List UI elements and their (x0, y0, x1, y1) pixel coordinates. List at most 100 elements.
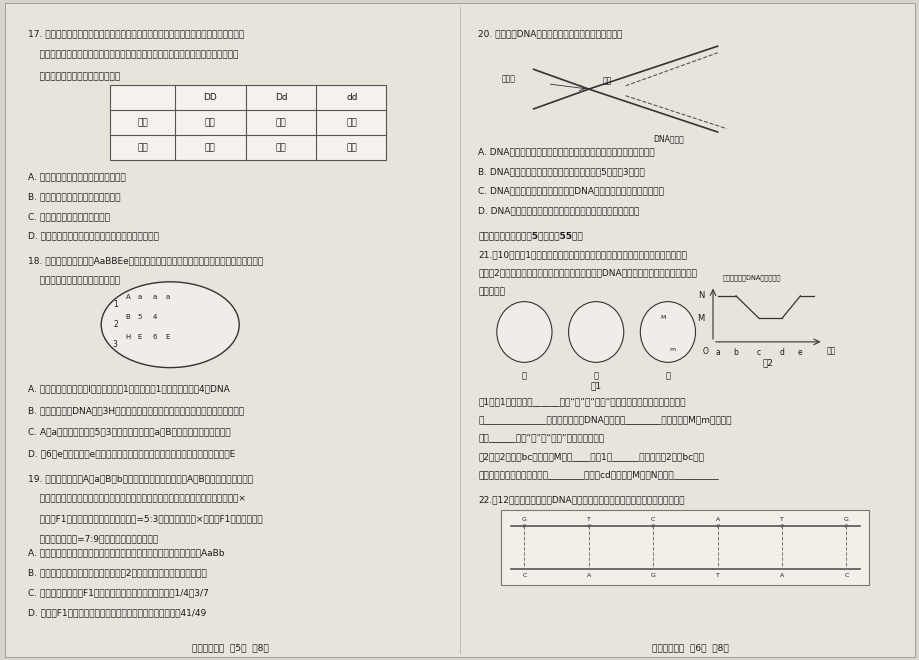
Text: d: d (778, 348, 784, 357)
Text: dd: dd (346, 93, 357, 102)
Text: M: M (697, 314, 704, 323)
Text: 红色: 红色 (346, 143, 357, 152)
Text: 乙: 乙 (593, 372, 598, 381)
Text: 下列问题：: 下列问题： (478, 287, 505, 296)
Text: D. 实验二F1中白色个体随机授粉，子代中白色个体的比例为41/49: D. 实验二F1中白色个体随机授粉，子代中白色个体的比例为41/49 (28, 608, 206, 617)
Text: N: N (698, 291, 703, 300)
Text: G: G (843, 517, 848, 522)
Text: C. DNA复制过程中需要解旋酶破坍DNA双链间的氢键，使两条链解开: C. DNA复制过程中需要解旋酶破坍DNA双链间的氢键，使两条链解开 (478, 187, 664, 196)
Text: b: b (732, 348, 738, 357)
Text: E: E (138, 334, 142, 340)
Ellipse shape (640, 302, 695, 362)
Text: T: T (715, 573, 719, 578)
Text: 17. 从性遗传是指由常染色体上基因控制的性状，在表型上受个体性别影响的现象。某种: 17. 从性遗传是指由常染色体上基因控制的性状，在表型上受个体性别影响的现象。某… (28, 30, 244, 39)
Text: P: P (715, 524, 719, 529)
Text: 染色体数与核DNA含量的比値: 染色体数与核DNA含量的比値 (721, 274, 779, 280)
Text: B. 实验一亲代白色个体的基因型可能有2种，子代紫色个体中没有纯合子: B. 实验一亲代白色个体的基因型可能有2种，子代紫色个体中没有纯合子 (28, 568, 206, 578)
Text: T: T (586, 517, 590, 522)
Text: G: G (650, 573, 655, 578)
Text: 解旋酶: 解旋酶 (501, 75, 515, 84)
Text: G: G (521, 517, 527, 522)
Text: 表示基因。下列有关叙述正确的是: 表示基因。下列有关叙述正确的是 (28, 277, 119, 286)
Text: D. 若亲本均为红色，则子代雴雄个体全部表现为红色: D. 若亲本均为红色，则子代雴雄个体全部表现为红色 (28, 232, 158, 241)
Text: a: a (714, 348, 720, 357)
Text: C: C (844, 573, 847, 578)
Text: 高一生物试题  笥6页  兲8页: 高一生物试题 笥6页 兲8页 (651, 643, 728, 652)
Text: 褐色: 褐色 (205, 143, 215, 152)
Text: P: P (651, 524, 654, 529)
Bar (501, 510, 868, 585)
Text: P: P (586, 524, 590, 529)
Text: C. 实验一和实验二的F1的白色个体中纯合子的比例分别为1/4和3/7: C. 实验一和实验二的F1的白色个体中纯合子的比例分别为1/4和3/7 (28, 588, 208, 597)
Text: A. 若此图表示减数分裂I前期，图中有1个四分体，1对同源染色体，4个DNA: A. 若此图表示减数分裂I前期，图中有1个四分体，1对同源染色体，4个DNA (28, 384, 229, 393)
FancyBboxPatch shape (5, 3, 914, 657)
Text: P: P (779, 524, 783, 529)
Text: C: C (522, 573, 526, 578)
Ellipse shape (496, 302, 551, 362)
Bar (110, 85, 386, 160)
Text: m: m (669, 346, 675, 352)
Text: Dd: Dd (275, 93, 287, 102)
Text: 图1: 图1 (590, 381, 601, 391)
Text: 红色: 红色 (276, 118, 286, 127)
Text: 引物: 引物 (602, 77, 611, 86)
Text: 5: 5 (138, 314, 142, 320)
Text: 甲: 甲 (521, 372, 527, 381)
Text: M: M (660, 315, 665, 320)
Text: 1: 1 (113, 300, 118, 310)
Text: 4: 4 (153, 314, 156, 320)
Text: 因；图2为该种动物不同时期的细胞内染色体数与核DNA含量变化关系曲线图。据图回答: 因；图2为该种动物不同时期的细胞内染色体数与核DNA含量变化关系曲线图。据图回答 (478, 269, 697, 278)
Text: 褐色: 褐色 (276, 143, 286, 152)
Text: P: P (844, 524, 847, 529)
Text: 3: 3 (113, 340, 118, 349)
Text: 时期: 时期 (826, 346, 835, 356)
Text: 图2: 图2 (762, 358, 773, 368)
Text: A: A (715, 517, 719, 522)
Text: D. 若6为e基因，则此e可能是由于交叉互换形成，正常配子中不会同时出现两个E: D. 若6为e基因，则此e可能是由于交叉互换形成，正常配子中不会同时出现两个E (28, 449, 234, 459)
Text: B. 复制前对全部DNA进行3H标记，经普通培养分裂一次产生的子代细胞均含放射性: B. 复制前对全部DNA进行3H标记，经普通培养分裂一次产生的子代细胞均含放射性 (28, 406, 244, 415)
Text: A: A (586, 573, 590, 578)
Text: 三、非选择题：本题共5小题，全55分。: 三、非选择题：本题共5小题，全55分。 (478, 232, 583, 241)
Text: 22.（12分）如图是某链状DNA分子的局部结构示意图，请据图回答下列问题：: 22.（12分）如图是某链状DNA分子的局部结构示意图，请据图回答下列问题： (478, 496, 684, 505)
Text: a: a (138, 294, 142, 300)
Text: 18. 下图表示某基因型为AaBBEe的二倍体哺乳动物体内某细胞某个分裂时期，数字和字母: 18. 下图表示某基因型为AaBBEe的二倍体哺乳动物体内某细胞某个分裂时期，数… (28, 257, 263, 266)
Text: A. 斑点颜色的遗传不符合基因分离定律: A. 斑点颜色的遗传不符合基因分离定律 (28, 172, 125, 182)
Text: a: a (165, 294, 169, 300)
Text: 高一生物试题  笥5页  兲8页: 高一生物试题 笥5页 兲8页 (191, 643, 268, 652)
Text: （2）图2中曲线bc段对应的M値为____，图1中______细胞处于图2中的bc段，: （2）图2中曲线bc段对应的M値为____，图1中______细胞处于图2中的b… (478, 452, 704, 461)
Text: P: P (522, 524, 526, 529)
Text: E: E (165, 334, 169, 340)
Text: A: A (125, 294, 130, 300)
Text: B. DNA分子复制时两条子链合成的方向都是从5端向到3端延伸: B. DNA分子复制时两条子链合成的方向都是从5端向到3端延伸 (478, 167, 644, 176)
Text: 是______________，图乙细胞的核DNA分子数是________；丙细胞中M和m所在的染: 是______________，图乙细胞的核DNA分子数是________；丙细… (478, 415, 732, 424)
Ellipse shape (101, 282, 239, 368)
Text: A. DNA复制均在细胞核内进行，碱基互补配对原则保证了复制准确性: A. DNA复制均在细胞核内进行，碱基互补配对原则保证了复制准确性 (478, 147, 654, 156)
Text: 6: 6 (153, 334, 156, 340)
Text: 雄性: 雄性 (137, 118, 148, 127)
Text: （1）图1中三个细胞______（填“是”或“不是”）来自同一个体；甲细胞的名称: （1）图1中三个细胞______（填“是”或“不是”）来自同一个体；甲细胞的名称 (478, 397, 686, 406)
Text: 色体______（填“是”或“不是”）同源染色体。: 色体______（填“是”或“不是”）同源染色体。 (478, 434, 604, 443)
Text: 雌性: 雌性 (137, 143, 148, 152)
Text: 红色: 红色 (346, 118, 357, 127)
Text: 2: 2 (113, 320, 118, 329)
Text: B. 褐色母牛产下的红色小牛必为雄性: B. 褐色母牛产下的红色小牛必为雄性 (28, 192, 120, 201)
Text: 白色，F1的表现型及比例为白色：紫色=5:3；实验二：紫色×紫色，F1的表现型及比: 白色，F1的表现型及比例为白色：紫色=5:3；实验二：紫色×紫色，F1的表现型及… (28, 514, 262, 523)
Text: 牛体表上的斑点颜色为从性遗传，各基因型与表型的关系如下表所示，在不考虑变异: 牛体表上的斑点颜色为从性遗传，各基因型与表型的关系如下表所示，在不考虑变异 (28, 51, 238, 60)
Text: DNA聚合酶: DNA聚合酶 (652, 134, 683, 143)
Ellipse shape (568, 302, 623, 362)
Text: 的情况下，下列相关叙述错误的是: 的情况下，下列相关叙述错误的是 (28, 72, 119, 81)
Text: D. DNA分子进行半保留复制，形成两条子链时都是连续合成的: D. DNA分子进行半保留复制，形成两条子链时都是连续合成的 (478, 207, 639, 216)
Text: B: B (125, 314, 130, 320)
Text: 色，其他情况为白色（不考虑变异情况），研究人员进行了两组实验。实验一：紫色×: 色，其他情况为白色（不考虑变异情况），研究人员进行了两组实验。实验一：紫色× (28, 494, 245, 504)
Text: 例为白色：紫色=7:9。下列有关说法错误的是: 例为白色：紫色=7:9。下列有关说法错误的是 (28, 534, 157, 543)
Text: 20. 如图表示DNA复制的过程，下列有关叙述正确的是: 20. 如图表示DNA复制的过程，下列有关叙述正确的是 (478, 30, 622, 39)
Text: 褐色: 褐色 (205, 118, 215, 127)
Text: C. 红色公牛的子代雄性必为红色: C. 红色公牛的子代雄性必为红色 (28, 212, 109, 221)
Text: A: A (779, 573, 783, 578)
Text: e: e (797, 348, 802, 357)
Text: H: H (125, 334, 130, 340)
Text: 丙: 丙 (664, 372, 670, 381)
Text: c: c (756, 348, 760, 357)
Text: 21.（10分）图1为某种高等动物不同时期的细胞分裂图像，字母表示染色体上的基: 21.（10分）图1为某种高等动物不同时期的细胞分裂图像，字母表示染色体上的基 (478, 250, 686, 259)
Text: 19. 玉米籽粒颜色受A、a和B、b两对独立遗传的基因控制，A、B同时存在时籽粒为紫: 19. 玉米籽粒颜色受A、a和B、b两对独立遗传的基因控制，A、B同时存在时籽粒… (28, 475, 253, 484)
